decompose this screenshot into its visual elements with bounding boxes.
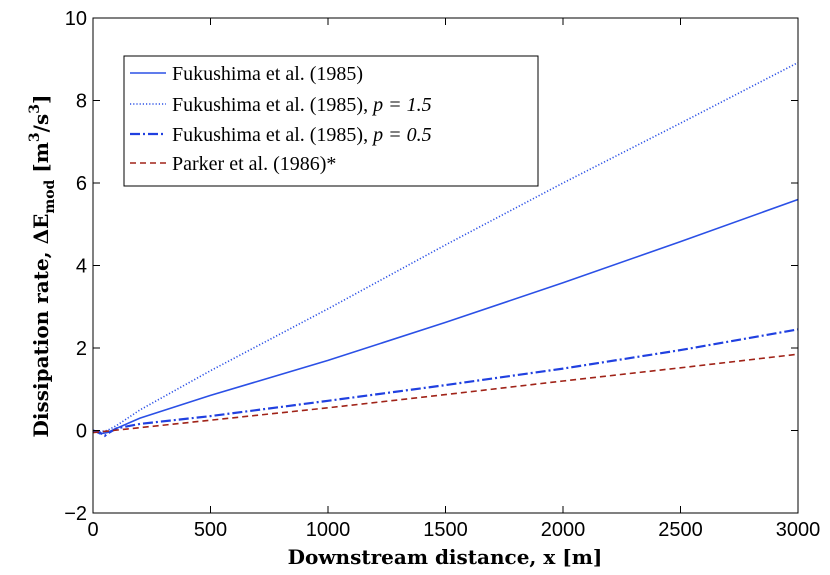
x-tick-label: 1500	[423, 519, 468, 541]
legend-label-main: Fukushima et al. (1985),	[172, 124, 373, 146]
y-tick-label: 4	[76, 256, 87, 278]
series-layer	[92, 61, 799, 438]
legend-label-2: Fukushima et al. (1985), p = 1.5	[172, 94, 432, 116]
series-line-4	[92, 353, 799, 434]
y-axis-title-subscript: mod	[42, 179, 58, 213]
series-line-2	[92, 61, 799, 433]
legend-label-main: Fukushima et al. (1985),	[172, 94, 373, 116]
y-tick-label: −2	[64, 503, 87, 525]
y-axis-title-units: [m	[29, 142, 53, 180]
y-axis-title-prefix: Dissipation rate,	[29, 244, 53, 437]
x-tick-label: 1000	[306, 519, 351, 541]
y-axis-title-exp2: 3	[27, 104, 43, 114]
y-axis-title-close: ]	[29, 95, 53, 104]
y-tick-label: 0	[76, 421, 87, 443]
y-tick-label: 8	[76, 91, 87, 113]
y-axis-title-slash: /s	[29, 114, 53, 133]
legend: Fukushima et al. (1985) Fukushima et al. …	[123, 55, 539, 187]
legend-box	[123, 55, 539, 187]
legend-label-3: Fukushima et al. (1985), p = 0.5	[172, 124, 432, 146]
series-line-3	[92, 328, 799, 438]
legend-label-main: Fukushima et al. (1985)	[172, 63, 363, 85]
legend-label-4: Parker et al. (1986)*	[172, 153, 336, 175]
y-tick-label: 6	[76, 173, 87, 195]
y-tick-label: 2	[76, 338, 87, 360]
y-tick-label: 10	[65, 8, 87, 30]
legend-label-param: p = 1.5	[371, 94, 432, 116]
legend-label-main: Parker et al. (1986)*	[172, 153, 336, 175]
y-axis-title-exp1: 3	[27, 132, 43, 142]
x-tick-label: 2500	[658, 519, 703, 541]
y-axis-title-symbol: ΔE	[29, 214, 53, 245]
x-axis-title: Downstream distance, x [m]	[288, 545, 603, 569]
x-tick-label: 2000	[541, 519, 586, 541]
series-line-1	[92, 198, 799, 435]
y-axis-title: Dissipation rate, ΔEmod [m3/s3]	[27, 95, 58, 438]
x-tick-label: 3000	[776, 519, 821, 541]
legend-label-param: p = 0.5	[371, 124, 432, 146]
x-tick-label: 500	[194, 519, 227, 541]
x-tick-label: 0	[87, 519, 98, 541]
legend-label-1: Fukushima et al. (1985)	[172, 63, 363, 85]
legend-items: Fukushima et al. (1985) Fukushima et al. …	[130, 63, 432, 175]
